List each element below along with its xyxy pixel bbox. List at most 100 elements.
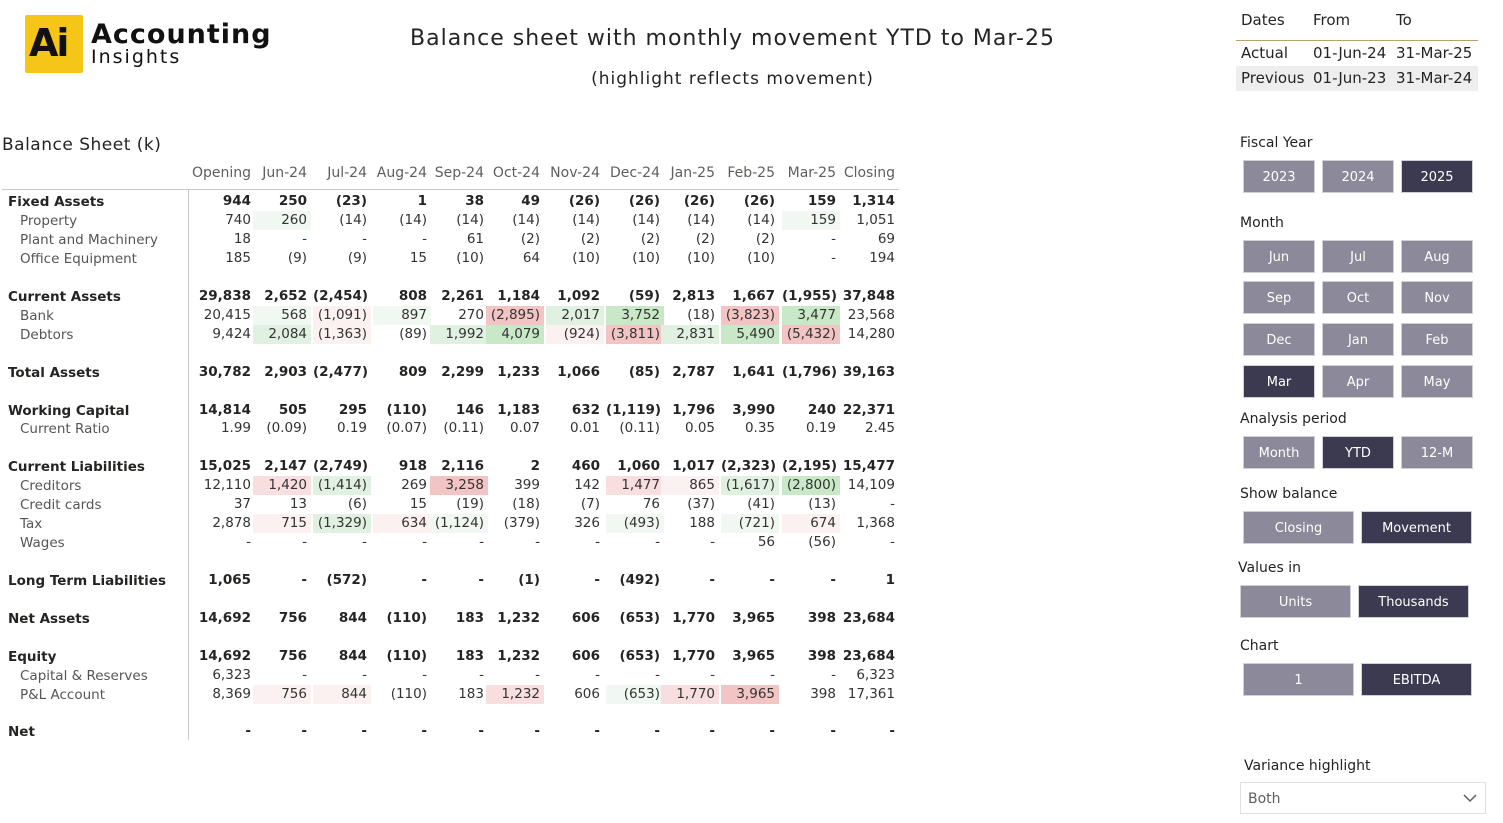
analysis-period-button-12-m[interactable]: 12-M: [1401, 436, 1473, 469]
table-cell: 6,323: [856, 667, 895, 683]
table-cell: 15: [409, 250, 427, 266]
column-header-aug-24: Aug-24: [376, 165, 427, 181]
chart-title: Chart: [1240, 638, 1279, 654]
column-header-jan-25: Jan-25: [670, 165, 715, 181]
table-cell: 568: [253, 306, 311, 325]
table-cell: 399: [514, 477, 540, 493]
fiscal-year-button-2023[interactable]: 2023: [1243, 160, 1315, 193]
table-cell: (85): [628, 364, 660, 380]
table-cell: (10): [687, 250, 715, 266]
variance-highlight-dropdown[interactable]: Both: [1240, 782, 1486, 814]
table-cell: -: [831, 250, 836, 266]
table-cell: 3,965: [732, 610, 775, 626]
table-cell: (6): [347, 496, 367, 512]
table-cell: (1,363): [313, 325, 371, 344]
table-cell: 1,017: [672, 458, 715, 474]
table-cell: 326: [574, 515, 600, 531]
row-label: Office Equipment: [20, 251, 137, 267]
table-cell: (2,895): [486, 306, 544, 325]
row-label: Wages: [20, 535, 65, 551]
table-cell: 2,084: [253, 325, 311, 344]
show-balance-button-closing[interactable]: Closing: [1243, 511, 1354, 544]
table-cell: 295: [338, 402, 367, 418]
table-cell: 1,232: [497, 610, 540, 626]
table-cell: 606: [571, 610, 600, 626]
month-button-may[interactable]: May: [1401, 365, 1473, 398]
analysis-period-title: Analysis period: [1240, 411, 1347, 427]
table-cell: -: [890, 534, 895, 550]
table-cell: (18): [512, 496, 540, 512]
row-label: Debtors: [20, 327, 74, 343]
fiscal-year-button-2025[interactable]: 2025: [1401, 160, 1473, 193]
table-cell: -: [535, 534, 540, 550]
table-cell: (13): [808, 496, 836, 512]
dates-cell: Previous: [1241, 69, 1305, 87]
row-label: Fixed Assets: [8, 194, 105, 210]
table-cell: 146: [455, 402, 484, 418]
table-cell: 756: [278, 610, 307, 626]
chart-button-ebitda[interactable]: EBITDA: [1361, 663, 1472, 696]
table-cell: 2,878: [212, 515, 251, 531]
table-cell: 398: [807, 610, 836, 626]
row-credit-cards: Credit cards 37 13 (6) 15 (19) (18) (7) 76 (37) (4…: [2, 495, 899, 514]
table-cell: (493): [606, 514, 664, 533]
table-cell: -: [479, 534, 484, 550]
month-button-feb[interactable]: Feb: [1401, 323, 1473, 356]
table-cell: (26): [628, 193, 660, 209]
column-header-opening: Opening: [191, 165, 251, 181]
fiscal-year-button-2024[interactable]: 2024: [1322, 160, 1394, 193]
month-button-nov[interactable]: Nov: [1401, 281, 1473, 314]
fiscal-year-title: Fiscal Year: [1240, 135, 1313, 151]
table-cell: 1,770: [672, 610, 715, 626]
month-button-dec[interactable]: Dec: [1243, 323, 1315, 356]
show-balance-button-movement[interactable]: Movement: [1361, 511, 1472, 544]
table-cell: (110): [390, 686, 427, 702]
table-cell: 1,770: [661, 685, 719, 704]
table-cell: 23,684: [842, 648, 895, 664]
table-cell: 398: [810, 686, 836, 702]
table-cell: 2.45: [864, 420, 895, 436]
show-balance-title: Show balance: [1240, 486, 1338, 502]
row-net-assets: Net Assets 14,692 756 844 (110) 183 1,232 606 (6…: [2, 609, 899, 628]
table-cell: 2,652: [264, 288, 307, 304]
table-cell: -: [655, 534, 660, 550]
table-cell: (9): [287, 250, 307, 266]
column-header-jun-24: Jun-24: [262, 165, 307, 181]
values-in-button-units[interactable]: Units: [1240, 585, 1351, 618]
table-cell: 14,692: [198, 648, 251, 664]
chart-button-1[interactable]: 1: [1243, 663, 1354, 696]
values-in-button-thousands[interactable]: Thousands: [1358, 585, 1469, 618]
table-cell: 1,992: [430, 325, 488, 344]
table-cell: 23,684: [842, 610, 895, 626]
table-cell: 1,060: [617, 458, 660, 474]
table-cell: 14,109: [847, 477, 895, 493]
table-cell: 185: [225, 250, 251, 266]
month-button-apr[interactable]: Apr: [1322, 365, 1394, 398]
table-cell: -: [422, 534, 427, 550]
row-working-capital: Working Capital 14,814 505 295 (110) 146 1,183…: [2, 401, 899, 420]
analysis-period-button-ytd[interactable]: YTD: [1322, 436, 1394, 469]
table-cell: (9): [347, 250, 367, 266]
table-cell: (18): [687, 307, 715, 323]
month-button-mar[interactable]: Mar: [1243, 365, 1315, 398]
month-button-jul[interactable]: Jul: [1322, 240, 1394, 273]
analysis-period-button-month[interactable]: Month: [1243, 436, 1315, 469]
month-button-aug[interactable]: Aug: [1401, 240, 1473, 273]
month-button-jan[interactable]: Jan: [1322, 323, 1394, 356]
table-cell: -: [594, 572, 600, 588]
table-cell: 3,965: [732, 648, 775, 664]
logo-text-line2: Insights: [91, 46, 182, 68]
month-button-oct[interactable]: Oct: [1322, 281, 1394, 314]
table-cell: -: [478, 572, 484, 588]
table-cell: 1: [885, 572, 895, 588]
month-button-sep[interactable]: Sep: [1243, 281, 1315, 314]
table-cell: 269: [401, 477, 427, 493]
table-cell: (924): [546, 325, 604, 344]
table-cell: (1,119): [606, 402, 662, 418]
month-button-jun[interactable]: Jun: [1243, 240, 1315, 273]
table-cell: 897: [373, 306, 431, 325]
row-label: P&L Account: [20, 687, 105, 703]
table-cell: (0.09): [266, 420, 307, 436]
table-cell: (89): [399, 326, 427, 342]
table-cell: 2,903: [264, 364, 307, 380]
